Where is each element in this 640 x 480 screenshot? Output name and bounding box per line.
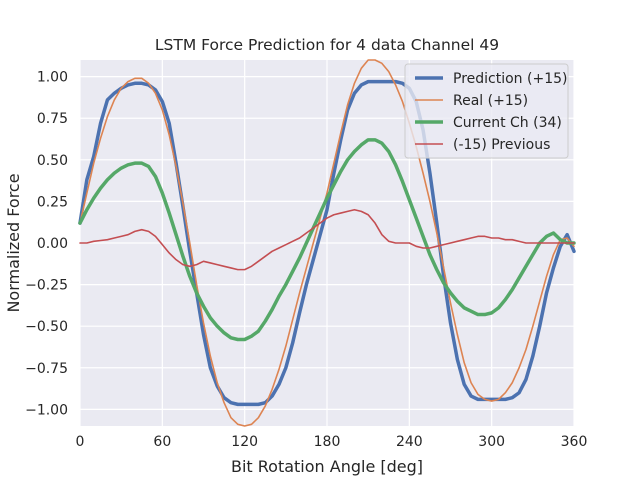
x-tick-labels: 0 60 120 180 240 300 360 (76, 434, 588, 450)
x-tick-label: 0 (76, 434, 85, 450)
legend-label: Real (+15) (453, 93, 528, 109)
y-tick-label: −1.00 (25, 402, 68, 418)
x-tick-label: 180 (314, 434, 341, 450)
y-tick-label: 0.00 (37, 236, 68, 252)
x-tick-label: 240 (396, 434, 423, 450)
chart-title: LSTM Force Prediction for 4 data Channel… (155, 36, 499, 54)
y-tick-label: −0.50 (25, 319, 68, 335)
x-tick-label: 120 (231, 434, 258, 450)
series-layer (78, 59, 576, 427)
series-line-2 (79, 59, 575, 427)
legend-label: Current Ch (34) (453, 115, 562, 131)
y-tick-label: 0.25 (37, 194, 68, 210)
x-tick-label: 60 (153, 434, 171, 450)
series-line-1 (78, 79, 576, 407)
legend-label: (-15) Previous (453, 137, 550, 153)
y-tick-label: −0.25 (25, 278, 68, 294)
x-tick-label: 300 (478, 434, 505, 450)
y-tick-label: 0.75 (37, 111, 68, 127)
series-line-4 (79, 208, 575, 271)
series-line-3 (78, 138, 576, 342)
y-tick-label: −0.75 (25, 361, 68, 377)
y-tick-labels: −1.00 −0.75 −0.50 −0.25 0.00 0.25 0.50 0.75 1.00 (25, 70, 68, 419)
legend-box (404, 63, 569, 159)
legend: Prediction (+15) Real (+15) Current Ch (34… (404, 63, 569, 159)
y-tick-label: 0.50 (37, 153, 68, 169)
x-tick-label: 360 (561, 434, 588, 450)
y-axis-label: Normalized Force (4, 173, 23, 312)
y-tick-label: 1.00 (37, 70, 68, 86)
legend-label: Prediction (+15) (453, 71, 567, 87)
x-axis-label: Bit Rotation Angle [deg] (231, 457, 423, 476)
